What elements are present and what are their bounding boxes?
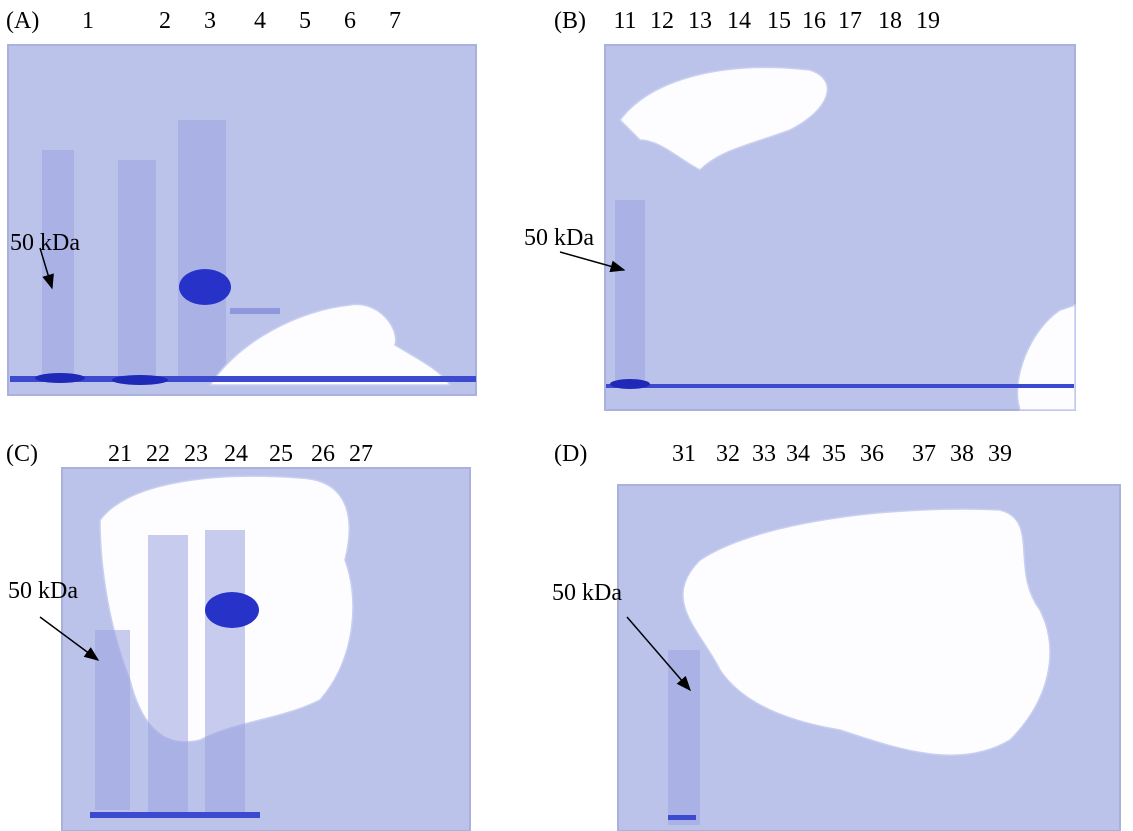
- lane-number: 16: [802, 8, 826, 34]
- lane-number: 2: [159, 8, 171, 34]
- marker-label: 50 kDa: [8, 578, 78, 604]
- marker-label: 50 kDa: [10, 230, 80, 256]
- lane-number: 26: [311, 441, 335, 467]
- panel-label: (D): [554, 441, 587, 467]
- lane-number: 18: [878, 8, 902, 34]
- gel-a: [8, 45, 476, 395]
- panel-label: (A): [6, 8, 39, 34]
- lane-number: 38: [950, 441, 974, 467]
- marker-label: 50 kDa: [552, 580, 622, 606]
- lane-number: 6: [344, 8, 356, 34]
- lane-number: 37: [912, 441, 936, 467]
- panel-label: (C): [6, 441, 38, 467]
- lane-number: 4: [254, 8, 266, 34]
- lane-number: 35: [822, 441, 846, 467]
- lane-number: 32: [716, 441, 740, 467]
- gel-d: [618, 485, 1120, 831]
- gel-b: [605, 45, 1075, 410]
- lane-number: 39: [988, 441, 1012, 467]
- lane-number: 17: [838, 8, 862, 34]
- lane-number: 3: [204, 8, 216, 34]
- panel-label: (B): [554, 8, 586, 34]
- lane-number: 11: [613, 8, 636, 34]
- lane-number: 31: [672, 441, 696, 467]
- lane-number: 14: [727, 8, 751, 34]
- figure: (A)123456750 kDa(B)11121314151617181950 …: [0, 0, 1133, 831]
- lane-number: 13: [688, 8, 712, 34]
- lane-number: 33: [752, 441, 776, 467]
- lane-number: 21: [108, 441, 132, 467]
- lane-number: 15: [767, 8, 791, 34]
- lane-number: 12: [650, 8, 674, 34]
- lane-number: 5: [299, 8, 311, 34]
- lane-number: 24: [224, 441, 248, 467]
- lane-number: 25: [269, 441, 293, 467]
- marker-label: 50 kDa: [524, 225, 594, 251]
- lane-number: 7: [389, 8, 401, 34]
- gel-c: [62, 468, 470, 831]
- lane-number: 22: [146, 441, 170, 467]
- lane-number: 19: [916, 8, 940, 34]
- lane-number: 1: [82, 8, 94, 34]
- lane-number: 34: [786, 441, 810, 467]
- lane-number: 36: [860, 441, 884, 467]
- lane-number: 27: [349, 441, 373, 467]
- lane-number: 23: [184, 441, 208, 467]
